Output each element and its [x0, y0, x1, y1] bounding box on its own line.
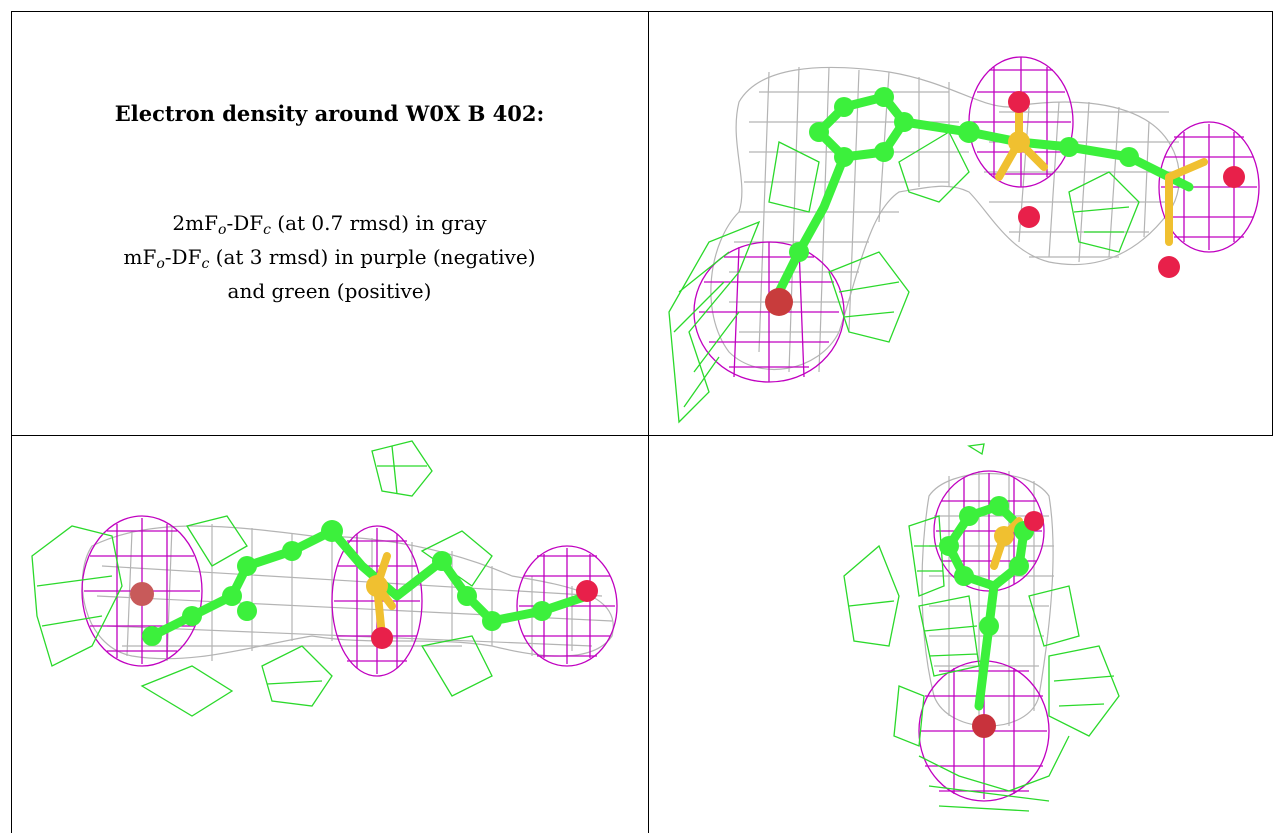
ligand-ball-and-stick — [130, 520, 598, 649]
mesh-fofc-positive — [843, 443, 1120, 812]
mesh-fofc-negative — [693, 56, 1260, 383]
legend-cell: Electron density around W0X B 402: 2mFo-… — [11, 11, 648, 435]
density-view-bottom-right — [649, 436, 1272, 833]
figure-grid: Electron density around W0X B 402: 2mFo-… — [11, 11, 1273, 833]
ligand-ball-and-stick — [939, 496, 1044, 738]
legend-line-fofc: mFo-DFc (at 3 rmsd) in purple (negative) — [123, 245, 536, 272]
density-view-top-right — [649, 12, 1272, 435]
mesh-2fofc-gray — [710, 66, 1180, 373]
border-middle — [11, 435, 1273, 436]
border-left — [11, 11, 12, 833]
density-view-bottom-left — [12, 436, 648, 833]
legend-title: Electron density around W0X B 402: — [114, 101, 545, 126]
mesh-fofc-negative — [81, 515, 618, 677]
ligand-ball-and-stick — [765, 87, 1245, 316]
legend-line-positive: and green (positive) — [227, 279, 432, 303]
border-top — [11, 11, 1273, 12]
legend-line-2fofc: 2mFo-DFc (at 0.7 rmsd) in gray — [172, 211, 487, 238]
border-right — [1272, 11, 1273, 435]
density-render-3 — [843, 443, 1120, 812]
density-render-1 — [668, 56, 1260, 424]
border-center — [648, 11, 649, 833]
density-render-2 — [31, 440, 618, 717]
mesh-fofc-positive — [668, 131, 1140, 424]
